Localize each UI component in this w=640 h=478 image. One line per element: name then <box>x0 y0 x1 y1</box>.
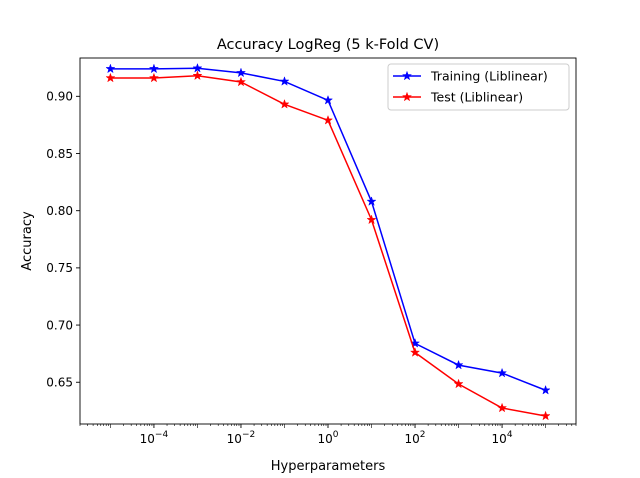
data-point-training <box>235 67 247 78</box>
data-point-training <box>496 367 508 378</box>
data-point-test <box>148 72 160 83</box>
data-point-test <box>235 76 247 87</box>
x-tick-label: 10−4 <box>140 430 169 446</box>
legend-marker-training <box>401 70 413 81</box>
data-point-test <box>453 378 464 389</box>
y-axis: 0.65 0.70 0.75 0.80 0.85 0.90 <box>46 90 80 390</box>
data-point-test <box>192 70 203 81</box>
x-tick-label: 104 <box>492 430 513 446</box>
y-tick-label: 0.80 <box>46 204 73 218</box>
data-point-training <box>105 63 116 74</box>
legend-box <box>387 63 570 111</box>
x-axis: 10−4 10−2 100 102 104 <box>79 424 577 446</box>
chart-title: Accuracy LogReg (5 k-Fold CV) <box>217 37 439 53</box>
data-point-training <box>192 62 203 73</box>
data-point-training <box>453 359 464 370</box>
data-point-test <box>409 347 421 357</box>
data-point-test <box>366 214 377 225</box>
x-axis-label: Hyperparameters <box>271 459 386 474</box>
y-tick-label: 0.70 <box>46 318 73 332</box>
data-point-training <box>148 63 160 74</box>
y-tick-label: 0.90 <box>46 90 73 104</box>
data-point-training <box>322 94 334 105</box>
data-point-test <box>496 402 508 413</box>
data-point-training <box>540 384 551 395</box>
series-layer <box>105 62 551 421</box>
x-tick-label: 10−2 <box>227 430 256 446</box>
legend-marker-test <box>401 91 413 102</box>
y-tick-label: 0.85 <box>46 147 73 161</box>
legend-label-test: Test (Liblinear) <box>430 90 523 105</box>
data-point-training <box>279 76 290 86</box>
x-tick-label: 100 <box>317 430 338 446</box>
legend-label-training: Training (Liblinear) <box>430 69 548 84</box>
y-tick-label: 0.65 <box>46 376 73 390</box>
data-point-training <box>366 196 377 206</box>
y-tick-label: 0.75 <box>46 261 73 275</box>
y-axis-label: Accuracy <box>20 211 35 271</box>
data-point-test <box>105 72 116 83</box>
data-point-test <box>540 410 551 421</box>
data-point-test <box>322 114 334 125</box>
legend: Training (Liblinear) Test (Liblinear) <box>387 63 570 111</box>
x-tick-label: 102 <box>405 430 426 446</box>
plot-frame <box>79 57 577 425</box>
data-point-test <box>279 98 290 109</box>
